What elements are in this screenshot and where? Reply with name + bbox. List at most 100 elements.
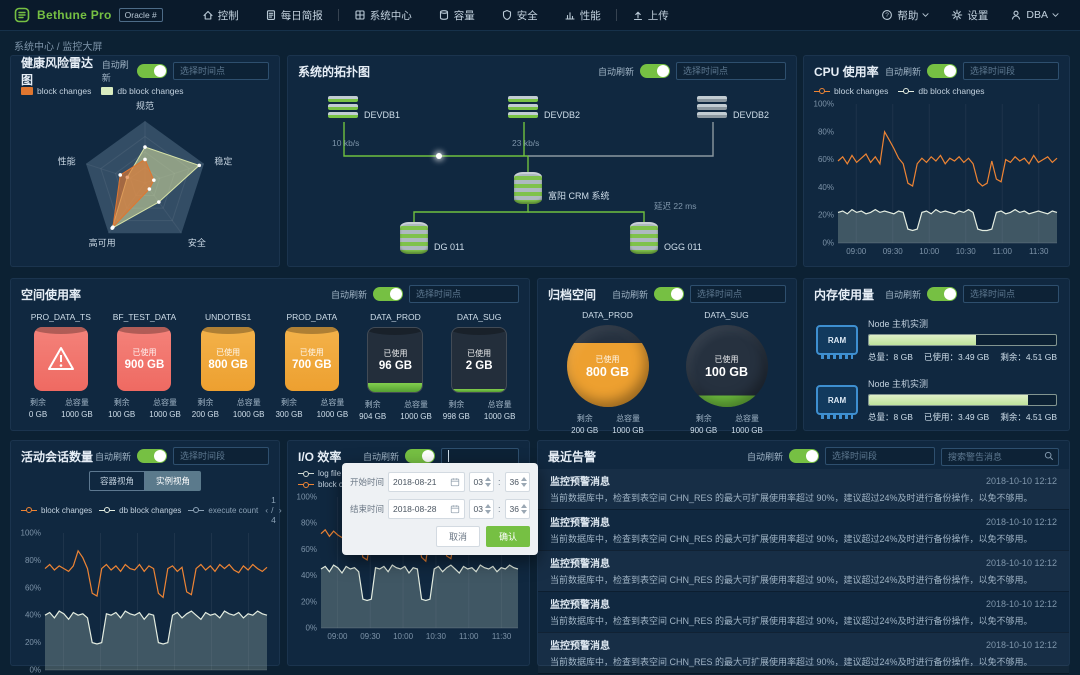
warning-icon: [47, 347, 74, 370]
end-minute-field[interactable]: 36: [504, 499, 530, 519]
auto-refresh-toggle[interactable]: [789, 449, 819, 463]
legend-db-block-changes[interactable]: db block changes: [898, 86, 985, 96]
tablespace-item[interactable]: DATA_SUG 已使用 2 GB 剩余 998 GB 总容量 1000 GB: [439, 309, 519, 421]
start-minute-field[interactable]: 36: [504, 472, 530, 492]
auto-refresh-toggle[interactable]: [137, 449, 167, 463]
remain-value: 900 GB: [690, 426, 718, 435]
capacity-stats: 剩余 200 GB 总容量 1000 GB: [571, 413, 644, 435]
time-point-input[interactable]: [409, 285, 519, 303]
memory-total: 总量：8 GB: [868, 412, 913, 422]
stepper-up-icon[interactable]: [521, 477, 527, 481]
panel-title: 活动会话数量: [21, 449, 94, 464]
topology-node-devdb2[interactable]: DEVDB2: [508, 96, 580, 122]
nav-item-daily-report[interactable]: 每日简报: [254, 0, 334, 30]
view-toggle-container[interactable]: 容器视角: [88, 471, 145, 491]
auto-refresh-toggle[interactable]: [640, 64, 670, 78]
end-date-field[interactable]: 2018-08-28: [388, 499, 465, 519]
stepper-down-icon[interactable]: [485, 483, 492, 487]
auto-refresh-toggle[interactable]: [654, 287, 684, 301]
stepper-up-icon[interactable]: [485, 504, 492, 508]
stepper-down-icon[interactable]: [485, 510, 492, 514]
settings-menu[interactable]: 设置: [942, 0, 997, 30]
search-icon[interactable]: [1044, 451, 1054, 461]
end-time-label: 结束时间: [350, 504, 385, 514]
time-range-input[interactable]: [825, 447, 935, 465]
view-toggle-instance[interactable]: 实例视角: [145, 471, 202, 491]
confirm-button[interactable]: 确认: [485, 526, 530, 547]
legend-log-file-sync[interactable]: log file sync: [298, 469, 360, 478]
server-icon: [697, 96, 727, 122]
user-icon: [1010, 9, 1022, 21]
total-value: 1000 GB: [400, 412, 432, 421]
topology-canvas: DEVDB1 10 kb/s DEVDB2 23 kb/s DEVDB2 富阳 …: [288, 84, 796, 264]
end-hour-field[interactable]: 03: [468, 499, 495, 519]
oracle-badge[interactable]: Oracle #: [118, 8, 163, 22]
auto-refresh-toggle[interactable]: [927, 64, 957, 78]
topology-node-devdb2-standby[interactable]: DEVDB2: [697, 96, 769, 122]
auto-refresh-toggle[interactable]: [405, 449, 435, 463]
legend-block-changes[interactable]: block changes: [814, 86, 888, 96]
stepper-down-icon[interactable]: [521, 483, 527, 487]
tablespace-item[interactable]: BF_TEST_DATA 已使用 900 GB 剩余 100 GB 总容量 1000 GB: [104, 309, 184, 421]
remain-label: 剩余: [364, 400, 381, 409]
tablespace-name: UNDOTBS1: [204, 312, 252, 322]
nav-item-capacity[interactable]: 容量: [427, 0, 486, 30]
legend-block-changes[interactable]: block changes: [21, 506, 92, 515]
line-marker-icon: [298, 481, 314, 488]
tablespace-item[interactable]: UNDOTBS1 已使用 800 GB 剩余 200 GB 总容量 1000 GB: [188, 309, 268, 421]
remain-label: 剩余: [197, 398, 214, 407]
user-menu[interactable]: DBA: [1001, 0, 1068, 30]
pager-prev[interactable]: ‹: [265, 505, 269, 515]
time-range-input[interactable]: [441, 447, 519, 466]
legend-db-block-changes[interactable]: db block changes: [101, 86, 184, 96]
legend-db-block-changes[interactable]: db block changes: [99, 506, 181, 515]
time-point-input[interactable]: [690, 285, 786, 303]
archive-sphere: 已使用 100 GB: [685, 325, 768, 407]
nav-item-security[interactable]: 安全: [490, 0, 549, 30]
total-value: 1000 GB: [232, 410, 265, 419]
stepper-down-icon[interactable]: [521, 510, 527, 514]
auto-refresh-toggle[interactable]: [373, 287, 403, 301]
tablespace-item[interactable]: PROD_DATA 已使用 700 GB 剩余 300 GB 总容量 1000 GB: [272, 309, 352, 421]
tablespace-item[interactable]: DATA_PROD 已使用 96 GB 剩余 904 GB 总容量 1000 GB: [355, 309, 435, 421]
tablespace-item[interactable]: PRO_DATA_TS 剩余 0 GB 总容量 1000 GB: [21, 309, 101, 421]
time-range-input[interactable]: [963, 62, 1059, 80]
topology-node-crm-db[interactable]: 富阳 CRM 系统: [514, 172, 610, 204]
start-hour-field[interactable]: 03: [468, 472, 495, 492]
start-date-field[interactable]: 2018-08-21: [388, 472, 465, 492]
nav-item-control[interactable]: 控制: [191, 0, 250, 30]
stepper-up-icon[interactable]: [485, 477, 492, 481]
nav-item-system-center[interactable]: 系统中心: [343, 0, 423, 30]
stepper-up-icon[interactable]: [521, 504, 527, 508]
time-point-input[interactable]: [676, 62, 786, 80]
archive-item[interactable]: DATA_SUG 已使用 100 GB 剩余 900 GB 总容量 1000 GB: [685, 307, 768, 435]
archive-item[interactable]: DATA_PROD 已使用 800 GB 剩余 200 GB 总容量 1000 GB: [566, 307, 649, 435]
cancel-button[interactable]: 取消: [435, 526, 480, 547]
auto-refresh-toggle[interactable]: [927, 287, 957, 301]
topology-node-dg[interactable]: DG 011: [400, 222, 464, 254]
legend-execute-count[interactable]: execute count: [188, 506, 258, 515]
time-range-input[interactable]: [173, 447, 269, 465]
radar-axis-label: 安全: [188, 237, 206, 248]
legend-block-changes[interactable]: block changes: [21, 86, 91, 96]
pager-next[interactable]: ›: [278, 505, 282, 515]
auto-refresh-toggle[interactable]: [137, 64, 167, 78]
help-menu[interactable]: ? 帮助: [872, 0, 938, 30]
panel-active-sessions: 活动会话数量 自动刷新 容器视角 实例视角 block changes db b…: [10, 440, 282, 675]
time-point-input[interactable]: [173, 62, 269, 80]
svg-text:11:30: 11:30: [1029, 247, 1049, 256]
alert-search-input[interactable]: [941, 447, 1059, 466]
topology-node-devdb1[interactable]: DEVDB1: [328, 96, 400, 122]
time-point-input[interactable]: [963, 285, 1059, 303]
nav-item-performance[interactable]: 性能: [553, 0, 612, 30]
nav-item-upload[interactable]: 上传: [621, 0, 680, 30]
upload-icon: [632, 9, 644, 21]
topology-node-ogg[interactable]: OGG 011: [630, 222, 702, 254]
